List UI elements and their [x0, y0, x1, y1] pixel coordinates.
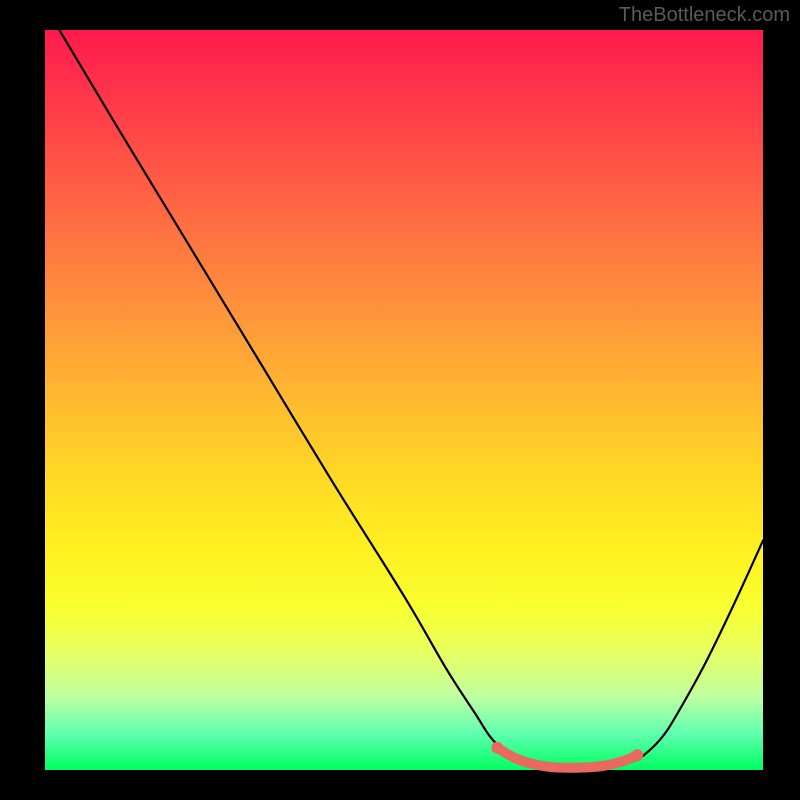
attribution-label: TheBottleneck.com — [619, 4, 790, 27]
highlight-segment — [497, 748, 637, 768]
highlight-endpoint-right — [631, 749, 643, 761]
bottleneck-curve — [59, 30, 763, 769]
chart-plot-area — [45, 30, 763, 770]
highlight-endpoint-left — [491, 742, 503, 754]
chart-svg — [45, 30, 763, 770]
